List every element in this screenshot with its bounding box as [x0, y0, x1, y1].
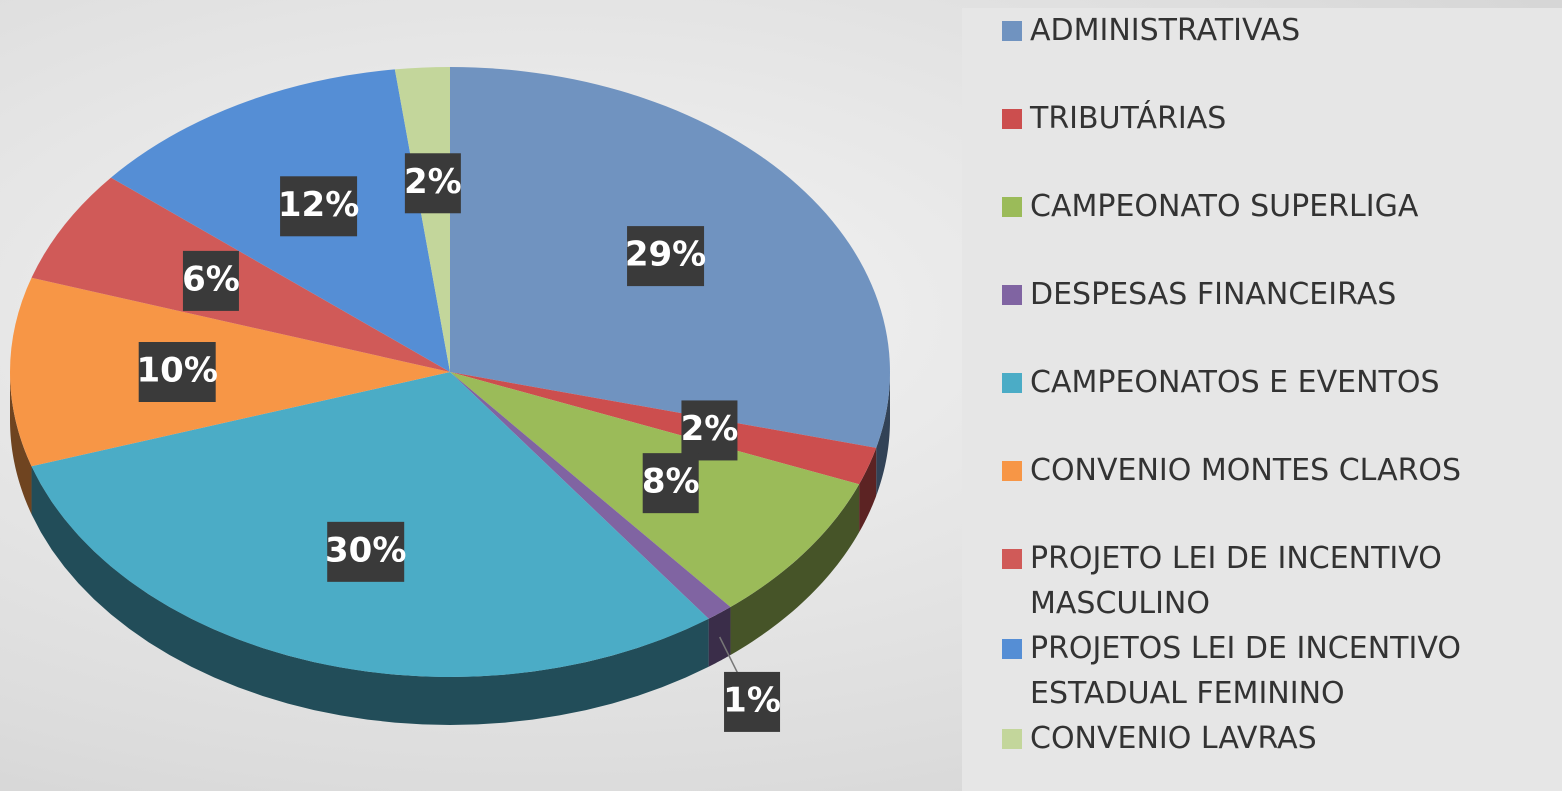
legend-label: CAMPEONATO SUPERLIGA [1030, 189, 1419, 224]
legend-swatch [1002, 197, 1022, 217]
slice-side [31, 466, 709, 725]
data-label: 6% [182, 259, 240, 299]
legend-swatch [1002, 639, 1022, 659]
legend-swatch [1002, 373, 1022, 393]
slice [450, 372, 731, 619]
data-label: 30% [325, 530, 406, 570]
slice-side [859, 447, 877, 533]
legend-label: TRIBUTÁRIAS [1030, 101, 1227, 136]
label-box [681, 400, 738, 461]
slice-side [10, 372, 32, 515]
data-label: 2% [681, 409, 739, 449]
data-label: 1% [723, 680, 781, 720]
slice [394, 67, 450, 372]
label-box [182, 250, 239, 311]
label-box [138, 342, 216, 402]
legend-label: PROJETO LEI DE INCENTIVO MASCULINO [1030, 541, 1442, 621]
slice [9, 277, 450, 467]
legend-label: DESPESAS FINANCEIRAS [1030, 277, 1397, 312]
slice [450, 372, 877, 485]
legend: ADMINISTRATIVAS TRIBUTÁRIAS CAMPEONATO SUP… [962, 8, 1562, 791]
data-label: 10% [137, 351, 218, 391]
chart: 29% 2% 8% 1% 30% 10% 6% 12% 2% [9, 67, 890, 732]
label-box [404, 153, 461, 214]
slice-side [730, 484, 860, 656]
legend-swatch [1002, 21, 1022, 41]
legend-swatch [1002, 285, 1022, 305]
legend-swatch [1002, 549, 1022, 569]
legend-item: ADMINISTRATIVAS [1002, 8, 1542, 53]
legend-swatch [1002, 461, 1022, 481]
legend-item: PROJETO LEI DE INCENTIVO MASCULINO [1002, 536, 1542, 626]
label-box [327, 521, 405, 582]
legend-item: CONVENIO MONTES CLAROS [1002, 448, 1542, 493]
slice [31, 177, 451, 372]
legend-item: TRIBUTÁRIAS [1002, 96, 1542, 141]
slice-side [708, 607, 731, 667]
data-label: 29% [625, 235, 706, 275]
legend-item: CONVENIO LAVRAS [1002, 716, 1542, 761]
legend-label: ADMINISTRATIVAS [1030, 13, 1301, 48]
label-box [627, 226, 705, 287]
legend-label: CONVENIO LAVRAS [1030, 721, 1317, 756]
data-label: 2% [404, 162, 462, 202]
legend-item: CAMPEONATO SUPERLIGA [1002, 184, 1542, 229]
legend-label: CAMPEONATOS E EVENTOS [1030, 365, 1440, 400]
label-box [724, 671, 781, 732]
data-label: 8% [642, 462, 700, 502]
legend-item: DESPESAS FINANCEIRAS [1002, 272, 1542, 317]
legend-swatch [1002, 109, 1022, 129]
legend-item: PROJETOS LEI DE INCENTIVO ESTADUAL FEMIN… [1002, 626, 1542, 716]
slice-side [876, 372, 890, 496]
label-box [280, 176, 358, 237]
legend-item: CAMPEONATOS E EVENTOS [1002, 360, 1542, 405]
legend-label: PROJETOS LEI DE INCENTIVO ESTADUAL FEMIN… [1030, 631, 1461, 711]
legend-swatch [1002, 729, 1022, 749]
label-box [642, 453, 699, 514]
legend-label: CONVENIO MONTES CLAROS [1030, 453, 1462, 488]
data-label: 12% [278, 185, 359, 225]
